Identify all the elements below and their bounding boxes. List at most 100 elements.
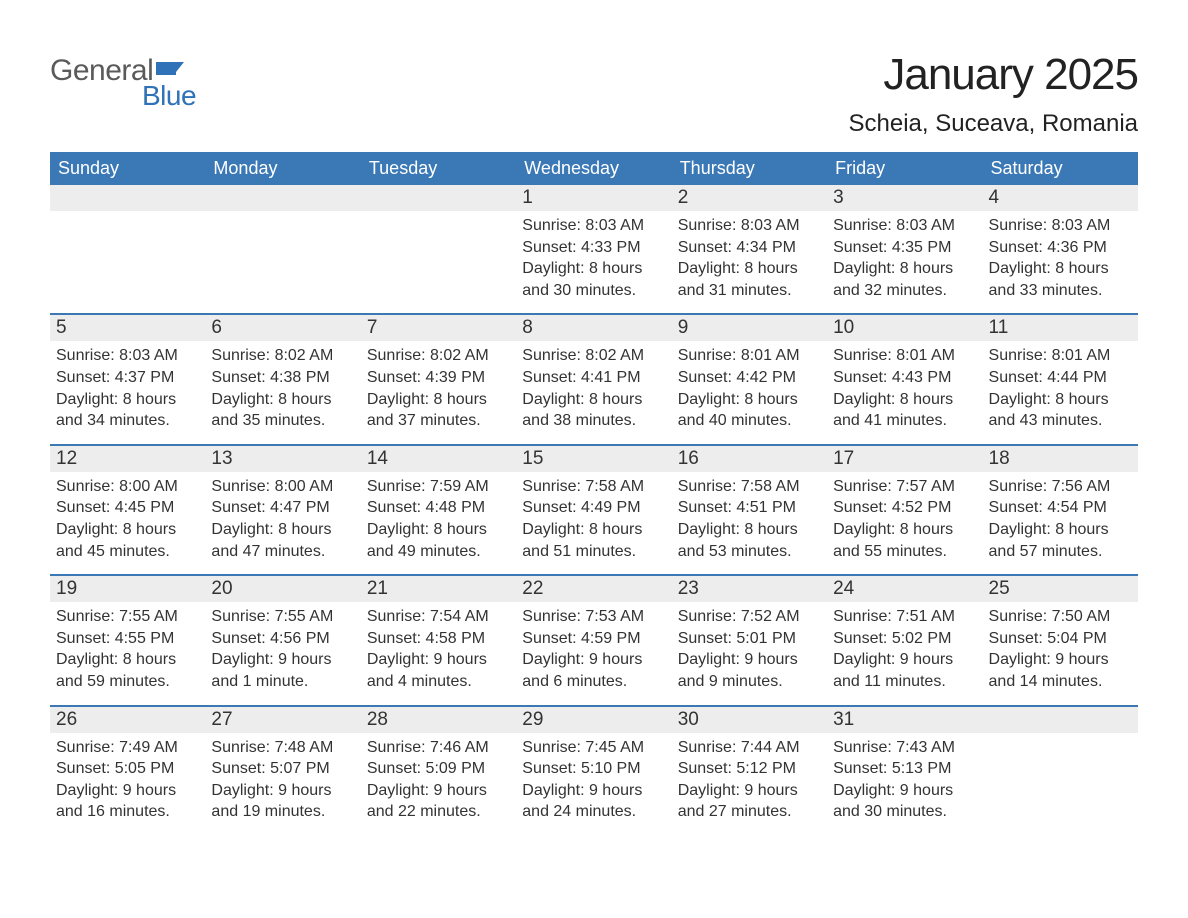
daylight-text: Daylight: 9 hours and 1 minute. [211, 649, 354, 692]
day-body [50, 211, 205, 215]
sunset-text: Sunset: 4:36 PM [989, 237, 1132, 259]
sunrise-text: Sunrise: 8:03 AM [833, 215, 976, 237]
day-body: Sunrise: 8:01 AMSunset: 4:44 PMDaylight:… [983, 341, 1138, 431]
sunrise-text: Sunrise: 7:49 AM [56, 737, 199, 759]
daylight-text: Daylight: 8 hours and 55 minutes. [833, 519, 976, 562]
day-cell: 26Sunrise: 7:49 AMSunset: 5:05 PMDayligh… [50, 707, 205, 835]
sunset-text: Sunset: 5:07 PM [211, 758, 354, 780]
daylight-text: Daylight: 8 hours and 30 minutes. [522, 258, 665, 301]
daylight-text: Daylight: 9 hours and 14 minutes. [989, 649, 1132, 692]
day-number: . [361, 185, 516, 211]
day-number: 6 [205, 315, 360, 341]
sunrise-text: Sunrise: 7:54 AM [367, 606, 510, 628]
day-body: Sunrise: 7:56 AMSunset: 4:54 PMDaylight:… [983, 472, 1138, 562]
day-cell: . [50, 185, 205, 313]
sunrise-text: Sunrise: 7:59 AM [367, 476, 510, 498]
sunrise-text: Sunrise: 7:46 AM [367, 737, 510, 759]
day-body: Sunrise: 8:03 AMSunset: 4:36 PMDaylight:… [983, 211, 1138, 301]
sunrise-text: Sunrise: 7:56 AM [989, 476, 1132, 498]
day-body: Sunrise: 8:03 AMSunset: 4:37 PMDaylight:… [50, 341, 205, 431]
day-number: 14 [361, 446, 516, 472]
week-row: 12Sunrise: 8:00 AMSunset: 4:45 PMDayligh… [50, 444, 1138, 574]
sunset-text: Sunset: 4:39 PM [367, 367, 510, 389]
day-number: 13 [205, 446, 360, 472]
day-number: 11 [983, 315, 1138, 341]
daylight-text: Daylight: 8 hours and 40 minutes. [678, 389, 821, 432]
sunrise-text: Sunrise: 7:45 AM [522, 737, 665, 759]
day-cell: 19Sunrise: 7:55 AMSunset: 4:55 PMDayligh… [50, 576, 205, 704]
daylight-text: Daylight: 9 hours and 11 minutes. [833, 649, 976, 692]
day-cell: 5Sunrise: 8:03 AMSunset: 4:37 PMDaylight… [50, 315, 205, 443]
day-cell: 10Sunrise: 8:01 AMSunset: 4:43 PMDayligh… [827, 315, 982, 443]
daylight-text: Daylight: 8 hours and 35 minutes. [211, 389, 354, 432]
sunrise-text: Sunrise: 7:52 AM [678, 606, 821, 628]
day-cell: 27Sunrise: 7:48 AMSunset: 5:07 PMDayligh… [205, 707, 360, 835]
day-cell: 12Sunrise: 8:00 AMSunset: 4:45 PMDayligh… [50, 446, 205, 574]
day-of-week-header: Sunday Monday Tuesday Wednesday Thursday… [50, 152, 1138, 185]
day-number: 19 [50, 576, 205, 602]
sunset-text: Sunset: 4:51 PM [678, 497, 821, 519]
day-body: Sunrise: 7:55 AMSunset: 4:55 PMDaylight:… [50, 602, 205, 692]
daylight-text: Daylight: 8 hours and 43 minutes. [989, 389, 1132, 432]
day-body: Sunrise: 7:57 AMSunset: 4:52 PMDaylight:… [827, 472, 982, 562]
day-cell: 14Sunrise: 7:59 AMSunset: 4:48 PMDayligh… [361, 446, 516, 574]
daylight-text: Daylight: 8 hours and 51 minutes. [522, 519, 665, 562]
sunset-text: Sunset: 4:37 PM [56, 367, 199, 389]
day-cell: 4Sunrise: 8:03 AMSunset: 4:36 PMDaylight… [983, 185, 1138, 313]
day-number: 4 [983, 185, 1138, 211]
sunset-text: Sunset: 4:55 PM [56, 628, 199, 650]
daylight-text: Daylight: 8 hours and 57 minutes. [989, 519, 1132, 562]
sunset-text: Sunset: 4:56 PM [211, 628, 354, 650]
day-cell: 21Sunrise: 7:54 AMSunset: 4:58 PMDayligh… [361, 576, 516, 704]
day-cell: . [983, 707, 1138, 835]
day-number: 7 [361, 315, 516, 341]
sunrise-text: Sunrise: 7:55 AM [56, 606, 199, 628]
sunset-text: Sunset: 5:01 PM [678, 628, 821, 650]
daylight-text: Daylight: 8 hours and 38 minutes. [522, 389, 665, 432]
day-number: 23 [672, 576, 827, 602]
day-body: Sunrise: 8:00 AMSunset: 4:47 PMDaylight:… [205, 472, 360, 562]
day-cell: 25Sunrise: 7:50 AMSunset: 5:04 PMDayligh… [983, 576, 1138, 704]
sunset-text: Sunset: 4:49 PM [522, 497, 665, 519]
day-body: Sunrise: 7:46 AMSunset: 5:09 PMDaylight:… [361, 733, 516, 823]
sunset-text: Sunset: 4:35 PM [833, 237, 976, 259]
dow-friday: Friday [827, 152, 982, 185]
day-body: Sunrise: 7:54 AMSunset: 4:58 PMDaylight:… [361, 602, 516, 692]
day-number: . [983, 707, 1138, 733]
dow-monday: Monday [205, 152, 360, 185]
day-cell: 15Sunrise: 7:58 AMSunset: 4:49 PMDayligh… [516, 446, 671, 574]
day-number: 21 [361, 576, 516, 602]
day-number: 10 [827, 315, 982, 341]
daylight-text: Daylight: 9 hours and 9 minutes. [678, 649, 821, 692]
day-body [361, 211, 516, 215]
weeks-container: ...1Sunrise: 8:03 AMSunset: 4:33 PMDayli… [50, 185, 1138, 835]
day-cell: 8Sunrise: 8:02 AMSunset: 4:41 PMDaylight… [516, 315, 671, 443]
day-cell: 13Sunrise: 8:00 AMSunset: 4:47 PMDayligh… [205, 446, 360, 574]
sunrise-text: Sunrise: 7:48 AM [211, 737, 354, 759]
sunrise-text: Sunrise: 8:03 AM [56, 345, 199, 367]
sunset-text: Sunset: 4:59 PM [522, 628, 665, 650]
day-number: 8 [516, 315, 671, 341]
day-cell: 7Sunrise: 8:02 AMSunset: 4:39 PMDaylight… [361, 315, 516, 443]
sunset-text: Sunset: 4:47 PM [211, 497, 354, 519]
day-number: 17 [827, 446, 982, 472]
day-body [205, 211, 360, 215]
day-body: Sunrise: 7:59 AMSunset: 4:48 PMDaylight:… [361, 472, 516, 562]
day-body: Sunrise: 8:01 AMSunset: 4:42 PMDaylight:… [672, 341, 827, 431]
day-body: Sunrise: 7:50 AMSunset: 5:04 PMDaylight:… [983, 602, 1138, 692]
sunset-text: Sunset: 4:33 PM [522, 237, 665, 259]
day-body: Sunrise: 8:02 AMSunset: 4:39 PMDaylight:… [361, 341, 516, 431]
day-cell: 6Sunrise: 8:02 AMSunset: 4:38 PMDaylight… [205, 315, 360, 443]
dow-tuesday: Tuesday [361, 152, 516, 185]
week-row: 19Sunrise: 7:55 AMSunset: 4:55 PMDayligh… [50, 574, 1138, 704]
sunrise-text: Sunrise: 7:51 AM [833, 606, 976, 628]
day-number: 22 [516, 576, 671, 602]
sunset-text: Sunset: 5:09 PM [367, 758, 510, 780]
day-number: 28 [361, 707, 516, 733]
sunset-text: Sunset: 5:12 PM [678, 758, 821, 780]
day-cell: 2Sunrise: 8:03 AMSunset: 4:34 PMDaylight… [672, 185, 827, 313]
sunrise-text: Sunrise: 8:02 AM [522, 345, 665, 367]
day-number: 1 [516, 185, 671, 211]
sunset-text: Sunset: 4:45 PM [56, 497, 199, 519]
daylight-text: Daylight: 9 hours and 22 minutes. [367, 780, 510, 823]
